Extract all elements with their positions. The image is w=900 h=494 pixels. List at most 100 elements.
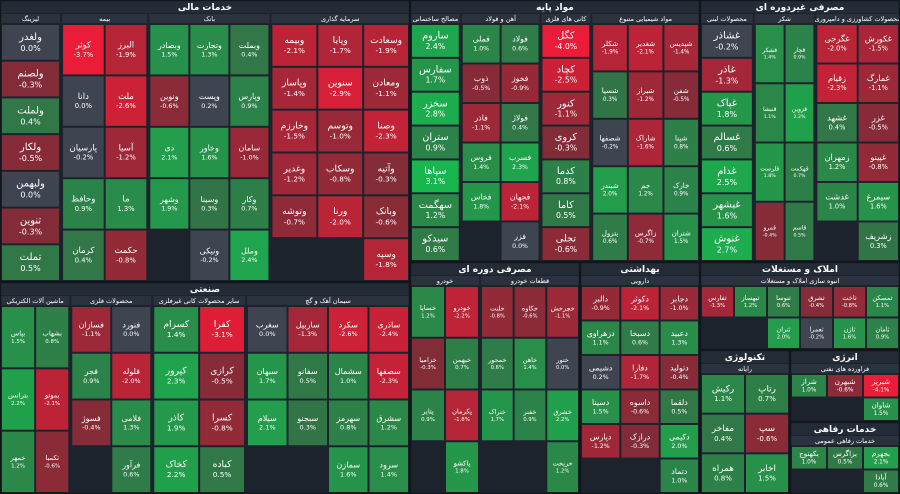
group-title: قطعات خودرو (510, 277, 549, 285)
group-title: ماشین آلات الکتریکی (6, 296, 63, 305)
stock-change: -2.3% (379, 377, 398, 385)
stock-name: کسرا (212, 412, 233, 423)
stock-change: 1.6% (717, 212, 738, 221)
stock-name: ونیکی (200, 246, 220, 255)
stock-change: 0.6% (603, 239, 618, 245)
group-title: دارویی (631, 277, 649, 285)
stock-name: وغدیر (283, 163, 306, 174)
stock-tile (659, 286, 700, 321)
group-title: محصولات فلزی (90, 297, 133, 305)
stock-name: کفرا (214, 319, 231, 330)
stock-change: 1.6% (870, 203, 887, 211)
stock-change: 0.0% (75, 102, 93, 110)
group-title: مواد شیمیایی متنوع (619, 15, 672, 23)
group-header (71, 296, 152, 305)
group-header (754, 14, 815, 23)
stock-tile (581, 286, 621, 321)
stock-change: -2.2% (454, 313, 470, 319)
group-title: محصولات کشاورزی و دامپروری (815, 15, 900, 23)
stock-change: 0.4% (714, 434, 732, 443)
stock-change: -2.4% (379, 330, 398, 338)
stock-tile (445, 337, 479, 390)
stock-name: تملت (20, 252, 42, 263)
stock-name: سفارس (419, 64, 452, 75)
stock-tile (701, 453, 745, 494)
stock-name: ذوب (474, 74, 489, 83)
group-header (701, 276, 899, 285)
stock-change: 2.1% (259, 424, 275, 432)
stock-name: ساروم (422, 31, 449, 42)
stock-tile (199, 306, 245, 353)
stock-change: 0.5% (20, 264, 41, 273)
stock-tile (271, 152, 318, 196)
stock-tile (71, 352, 112, 400)
stock-change: 0.4% (829, 124, 846, 132)
stock-change: -0.2% (809, 335, 824, 341)
stock-change: -1.0% (330, 132, 351, 141)
stock-name: کخاک (166, 459, 188, 470)
stock-name: فلامی (122, 414, 142, 423)
stock-tile (411, 91, 460, 126)
sector-header (701, 351, 789, 363)
stock-name: خکاوه (522, 304, 538, 312)
stock-name: سنوین (328, 78, 353, 89)
stock-tile (659, 355, 700, 390)
stock-name: وصنا (377, 121, 395, 132)
stock-tile (317, 152, 364, 196)
stock-name: فخاس (471, 192, 492, 201)
stock-name: ملت (118, 92, 134, 102)
stock-name: فسوژ (81, 414, 101, 423)
stock-tile (445, 389, 479, 442)
stock-tile (62, 24, 105, 76)
group-title: شکر (777, 15, 791, 23)
group-header (247, 296, 409, 305)
stock-name: کنور (556, 98, 575, 109)
sector-title: بهداشتی (620, 265, 659, 275)
stock-name: خاهن (523, 356, 537, 364)
stock-name: خفنر (523, 408, 537, 416)
stock-change: 2.7% (717, 246, 738, 255)
stock-name: کسرام (163, 319, 189, 330)
stock-tile (445, 441, 479, 493)
stock-change: 1.3% (123, 424, 139, 432)
stock-tile (701, 193, 753, 228)
sector-header (791, 423, 899, 435)
stock-change: 0.9% (674, 192, 689, 198)
stock-change: 1.0% (340, 377, 356, 385)
stock-tile (189, 126, 230, 179)
stock-change: 0.6% (717, 144, 738, 153)
stock-change: 0.6% (491, 365, 504, 371)
stock-change: 1.8% (473, 203, 489, 210)
stock-tile (363, 66, 409, 110)
stock-name: وآتیه (377, 162, 394, 174)
stock-change: 0.5% (213, 470, 232, 479)
stock-name: بزاگرس (833, 449, 857, 458)
stock-tile (863, 374, 899, 398)
group-title: رایانه (738, 365, 752, 373)
stock-change: -2.9% (330, 89, 351, 98)
stock-change: -2.0% (122, 377, 141, 385)
stock-name: کوثر (75, 41, 92, 51)
stock-tile (863, 446, 899, 470)
stock-name: ونوین (160, 92, 179, 101)
stock-name: غدام (717, 166, 736, 177)
stock-name: فسرب (509, 153, 532, 162)
stock-change: -0.3% (19, 81, 43, 90)
group-header (0, 296, 70, 305)
stock-tile (541, 227, 591, 261)
stock-name: دفارا (632, 363, 648, 372)
stock-change: -1.1% (375, 89, 396, 98)
stock-tile (229, 24, 270, 76)
stock-name: قمرو (763, 225, 777, 232)
stock-tile (271, 109, 318, 153)
stock-name: ثاژن (844, 326, 856, 334)
stock-name: دالبر (592, 294, 608, 303)
stock-change: 0.4% (512, 124, 528, 131)
stock-name: شصفها (599, 134, 620, 143)
stock-tile (546, 337, 579, 390)
stock-tile (541, 159, 591, 194)
stock-name: سکرد (339, 319, 359, 329)
stock-name: شاوان (872, 400, 891, 409)
sector-title: صنعتی (190, 285, 220, 295)
